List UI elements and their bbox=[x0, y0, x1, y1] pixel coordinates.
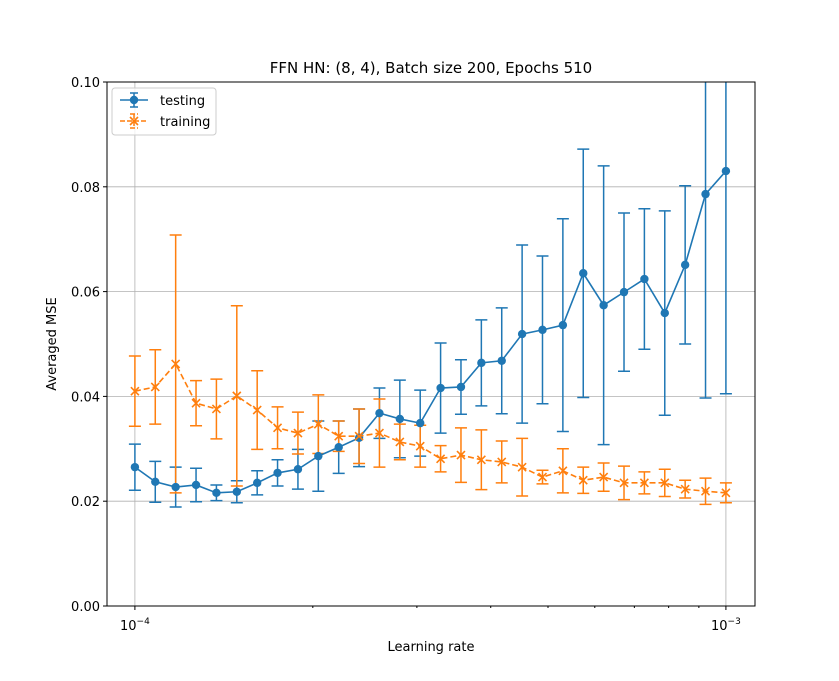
marker bbox=[497, 356, 506, 365]
marker bbox=[334, 431, 344, 441]
marker bbox=[578, 475, 588, 485]
y-tick-label: 0.10 bbox=[71, 76, 100, 91]
y-tick-label: 0.04 bbox=[71, 390, 100, 405]
marker bbox=[130, 386, 140, 396]
marker bbox=[517, 462, 527, 472]
marker bbox=[150, 382, 160, 392]
marker bbox=[436, 454, 446, 464]
marker bbox=[640, 274, 649, 284]
x-tick-label: 10−4 bbox=[120, 617, 150, 634]
marker bbox=[599, 301, 608, 310]
marker bbox=[191, 480, 201, 490]
error-bar bbox=[699, 82, 712, 399]
marker bbox=[293, 428, 303, 438]
marker bbox=[476, 455, 486, 465]
y-tick-label: 0.00 bbox=[71, 600, 100, 615]
marker bbox=[314, 451, 323, 461]
error-bar bbox=[719, 82, 732, 395]
marker bbox=[395, 414, 405, 424]
y-axis-label: Averaged MSE bbox=[45, 297, 60, 390]
legend-marker bbox=[129, 116, 139, 126]
y-tick-label: 0.02 bbox=[71, 495, 100, 510]
legend: testing training bbox=[111, 87, 217, 136]
grid bbox=[107, 81, 755, 607]
marker bbox=[130, 462, 140, 472]
marker bbox=[619, 478, 629, 488]
marker bbox=[456, 382, 466, 392]
marker bbox=[272, 423, 283, 433]
marker bbox=[212, 488, 221, 498]
marker bbox=[456, 450, 466, 460]
marker bbox=[395, 437, 405, 447]
marker bbox=[680, 260, 690, 270]
marker bbox=[313, 419, 323, 429]
marker bbox=[416, 418, 425, 428]
marker bbox=[477, 358, 486, 368]
x-tick-label: 10−3 bbox=[711, 617, 741, 634]
marker bbox=[293, 465, 303, 474]
marker bbox=[211, 404, 221, 414]
marker bbox=[701, 189, 710, 199]
axes-frame bbox=[106, 81, 756, 607]
marker bbox=[639, 478, 649, 488]
marker bbox=[619, 287, 629, 297]
legend-label: training bbox=[160, 115, 210, 130]
x-axis-label: Learning rate bbox=[388, 640, 475, 655]
marker bbox=[660, 308, 669, 318]
axes: 0.00 0.02 0.04 0.06 0.08 0.10 10−4 10−3 bbox=[71, 76, 741, 634]
marker bbox=[579, 269, 588, 278]
marker bbox=[497, 457, 507, 467]
marker bbox=[252, 478, 262, 488]
marker bbox=[252, 405, 262, 415]
marker bbox=[171, 359, 181, 369]
y-tick-label: 0.08 bbox=[71, 181, 100, 196]
legend-label: testing bbox=[160, 94, 205, 109]
chart-title: FFN HN: (8, 4), Batch size 200, Epochs 5… bbox=[270, 59, 592, 77]
marker bbox=[538, 325, 547, 335]
marker bbox=[334, 443, 343, 452]
series-line bbox=[134, 362, 726, 494]
marker bbox=[354, 433, 364, 442]
marker bbox=[660, 478, 670, 488]
y-tick-label: 0.06 bbox=[71, 286, 100, 301]
marker bbox=[191, 398, 201, 408]
marker bbox=[436, 383, 445, 393]
marker bbox=[273, 468, 282, 478]
marker bbox=[354, 431, 364, 441]
plot-area bbox=[128, 82, 732, 508]
marker bbox=[558, 466, 568, 476]
marker bbox=[721, 166, 731, 176]
marker bbox=[374, 428, 385, 438]
marker bbox=[171, 482, 180, 492]
marker bbox=[558, 320, 568, 330]
marker bbox=[375, 408, 384, 418]
marker bbox=[537, 472, 548, 482]
series-line bbox=[134, 170, 727, 494]
marker bbox=[415, 441, 425, 451]
legend-marker bbox=[129, 95, 139, 105]
marker bbox=[599, 472, 609, 482]
marker bbox=[680, 484, 690, 494]
marker bbox=[517, 329, 527, 339]
marker bbox=[721, 488, 731, 498]
marker bbox=[700, 486, 711, 496]
marker bbox=[232, 487, 242, 496]
marker bbox=[151, 477, 160, 487]
marker bbox=[232, 391, 242, 401]
